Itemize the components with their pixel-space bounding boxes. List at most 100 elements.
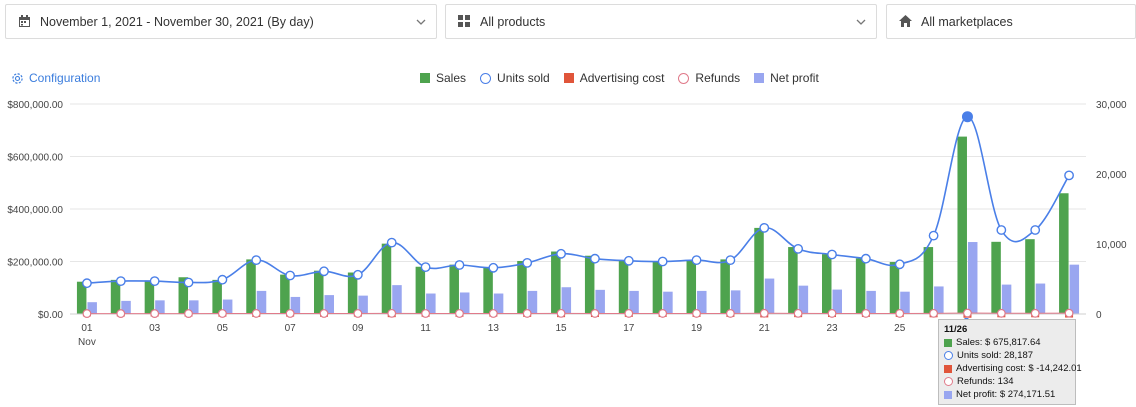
refunds-point bbox=[455, 309, 464, 318]
units-sold-point bbox=[420, 262, 431, 273]
x-month-label: Nov bbox=[78, 337, 96, 348]
products-dropdown[interactable]: All products bbox=[445, 4, 877, 39]
net-profit-bar bbox=[290, 296, 301, 314]
refunds-point bbox=[556, 308, 566, 318]
net-profit-bar bbox=[697, 290, 707, 314]
net-profit-bar bbox=[392, 285, 402, 314]
net-profit-bar bbox=[527, 290, 538, 314]
refunds-point bbox=[590, 309, 600, 318]
net-profit-bar bbox=[1069, 264, 1080, 314]
configuration-link[interactable]: Configuration bbox=[11, 71, 100, 85]
sales-bar bbox=[449, 264, 459, 314]
refunds-point bbox=[421, 309, 431, 318]
refunds-point bbox=[116, 309, 126, 318]
legend-label: Units sold bbox=[497, 71, 550, 85]
grid-icon bbox=[458, 14, 472, 29]
net-profit-bar bbox=[629, 290, 639, 314]
tooltip-marker bbox=[944, 338, 952, 347]
units-sold-point bbox=[1030, 225, 1041, 235]
x-tick-label: 23 bbox=[826, 323, 838, 334]
refunds-point bbox=[522, 309, 532, 318]
x-tick-label: 05 bbox=[217, 323, 229, 334]
legend-item-units-sold[interactable]: Units sold bbox=[480, 71, 550, 85]
units-sold-point bbox=[352, 269, 363, 280]
tooltip-row-netprofit: Net profit: $ 274,171.51 bbox=[944, 388, 1070, 401]
refunds-point bbox=[217, 309, 227, 318]
net-profit-bar bbox=[121, 300, 131, 314]
net-profit-bar bbox=[189, 300, 199, 314]
legend-item-sales[interactable]: Sales bbox=[420, 71, 466, 85]
net-profit-bar bbox=[967, 242, 978, 314]
x-tick-label: 17 bbox=[623, 323, 635, 334]
units-sold-point bbox=[725, 255, 736, 266]
units-sold-point bbox=[793, 243, 804, 254]
units-sold-point bbox=[522, 257, 533, 268]
sales-bar bbox=[618, 260, 629, 314]
chart-tooltip: 11/26 Sales: $ 675,817.64 Units sold: 28… bbox=[938, 319, 1082, 405]
net-profit-bar bbox=[459, 292, 470, 314]
units-sold-point bbox=[217, 274, 228, 285]
x-tick-label: 03 bbox=[149, 323, 161, 334]
units-sold-point bbox=[894, 259, 905, 270]
sales-chart[interactable]: $0.00 $200,000.00 $400,000.00 $600,000.00 $8… bbox=[0, 90, 1136, 407]
net-profit-bar bbox=[934, 286, 944, 314]
y-left-tick-label: $200,000.00 bbox=[7, 258, 63, 269]
sales-bar bbox=[517, 260, 527, 314]
legend-swatch-refunds bbox=[678, 72, 690, 84]
legend-item-advertising-cost[interactable]: Advertising cost bbox=[563, 71, 664, 85]
x-tick-label: 09 bbox=[352, 323, 364, 334]
net-profit-bar bbox=[1035, 283, 1046, 314]
refunds-point bbox=[251, 309, 261, 318]
sales-bar bbox=[212, 279, 222, 314]
units-sold-point bbox=[691, 255, 702, 266]
legend-item-net-profit[interactable]: Net profit bbox=[754, 71, 819, 85]
sales-bar bbox=[1059, 193, 1069, 314]
refunds-point bbox=[387, 308, 397, 318]
units-sold-point bbox=[251, 255, 262, 266]
marketplaces-dropdown[interactable]: All marketplaces bbox=[886, 4, 1136, 39]
units-sold-point bbox=[115, 276, 126, 287]
tooltip-marker bbox=[944, 390, 952, 399]
refunds-point bbox=[658, 309, 668, 318]
sales-bar bbox=[720, 259, 730, 314]
x-tick-label: 01 bbox=[81, 323, 93, 334]
units-sold-point bbox=[996, 225, 1007, 235]
units-sold-point bbox=[319, 266, 329, 277]
legend-swatch-units-sold bbox=[480, 72, 492, 84]
tooltip-text: Advertising cost: $ -14,242.01 bbox=[956, 363, 1082, 374]
units-sold-line bbox=[86, 115, 1070, 284]
y-right-tick-label: 30,000 bbox=[1096, 100, 1127, 111]
legend-item-refunds[interactable]: Refunds bbox=[678, 71, 740, 85]
sales-bar bbox=[246, 259, 256, 314]
y-left-tick-label: $800,000.00 bbox=[7, 100, 63, 111]
products-value: All products bbox=[480, 14, 546, 29]
x-tick-label: 07 bbox=[285, 323, 297, 334]
units-sold-point bbox=[454, 260, 465, 270]
refunds-point bbox=[759, 308, 769, 318]
tooltip-row-sales: Sales: $ 675,817.64 bbox=[944, 336, 1070, 349]
refunds-point bbox=[963, 308, 972, 318]
units-sold-point bbox=[556, 248, 566, 259]
net-profit-bar bbox=[764, 278, 775, 314]
x-tick-label: 11 bbox=[420, 323, 431, 334]
refunds-point bbox=[488, 309, 498, 318]
sales-bar bbox=[923, 247, 934, 314]
y-right-tick-label: 20,000 bbox=[1096, 170, 1127, 181]
net-profit-bar bbox=[595, 289, 605, 314]
date-range-dropdown[interactable]: November 1, 2021 - November 30, 2021 (By… bbox=[5, 4, 437, 39]
units-sold-point bbox=[488, 262, 499, 273]
units-sold-point bbox=[961, 111, 973, 123]
sales-bar bbox=[889, 262, 900, 314]
sales-bar bbox=[144, 280, 155, 314]
units-sold-point bbox=[1064, 170, 1074, 181]
sales-bar bbox=[110, 279, 121, 314]
units-sold-point bbox=[928, 230, 939, 241]
tooltip-row-refunds: Refunds: 134 bbox=[944, 375, 1070, 388]
sales-bar bbox=[957, 136, 967, 314]
chart-legend: Sales Units sold Advertising cost Refund… bbox=[420, 71, 833, 85]
net-profit-bar bbox=[324, 295, 334, 314]
marketplaces-value: All marketplaces bbox=[921, 14, 1013, 29]
legend-label: Sales bbox=[436, 71, 467, 85]
calendar-icon bbox=[18, 14, 32, 29]
tooltip-title: 11/26 bbox=[944, 324, 968, 335]
